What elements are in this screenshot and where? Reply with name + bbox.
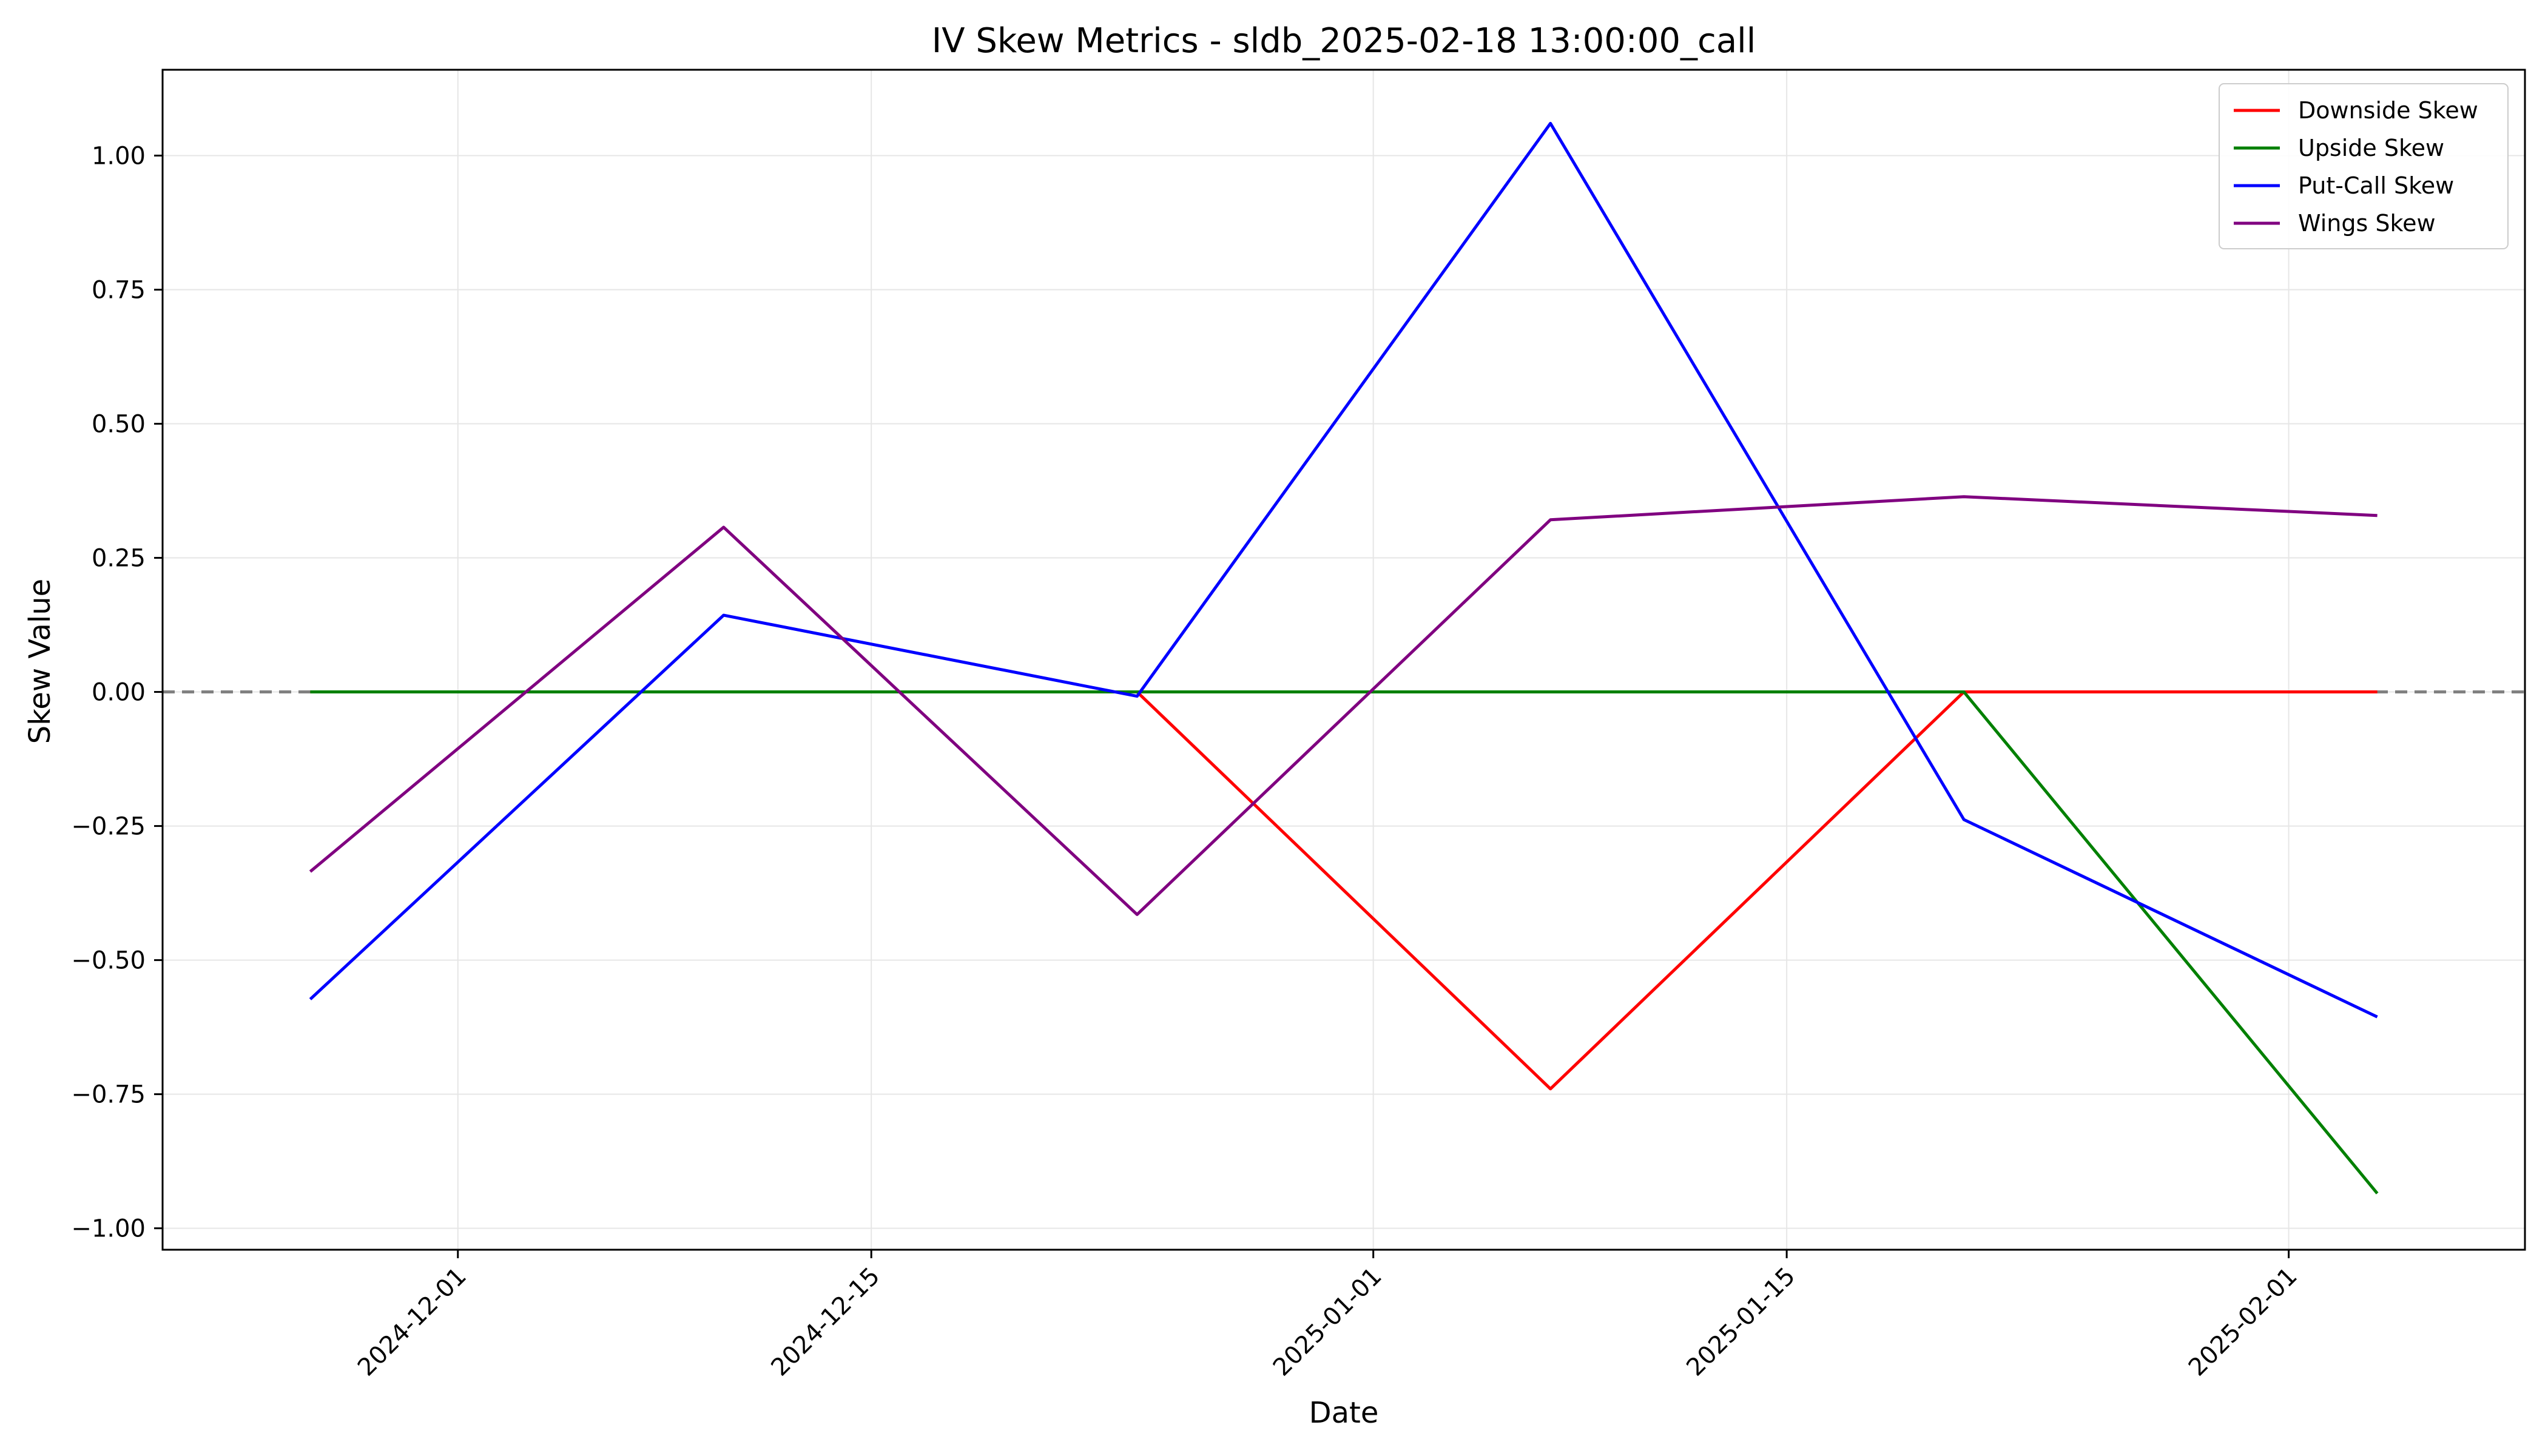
legend: Downside Skew Upside Skew Put-Call Skew Win… — [2219, 83, 2509, 249]
y-tick-label: 0.00 — [92, 679, 146, 707]
x-axis-label: Date — [1309, 1396, 1379, 1430]
series-group — [309, 121, 2379, 1195]
y-tick-label: 0.75 — [92, 276, 146, 304]
y-tick-label: −0.50 — [71, 947, 146, 975]
y-axis-label: Skew Value — [23, 579, 57, 744]
series-line-put-call-skew — [309, 121, 2378, 1019]
legend-label-put-call-skew: Put-Call Skew — [2298, 172, 2454, 199]
series-line-wings-skew — [309, 495, 2378, 916]
chart-title: IV Skew Metrics - sldb_2025-02-18 13:00:… — [932, 21, 1756, 61]
legend-label-downside-skew: Downside Skew — [2298, 97, 2478, 124]
y-tick-label: 1.00 — [92, 142, 146, 170]
y-tick-label: −0.25 — [71, 813, 146, 841]
y-tick-label: −1.00 — [71, 1215, 146, 1243]
plot-frame — [161, 69, 2526, 1251]
y-tick-label: 0.50 — [92, 411, 146, 439]
y-tick-label: 0.25 — [92, 545, 146, 573]
y-tick-label: −0.75 — [71, 1081, 146, 1109]
series-line-upside-skew — [310, 690, 2379, 1195]
legend-box — [2219, 83, 2509, 249]
legend-label-upside-skew: Upside Skew — [2298, 135, 2444, 161]
legend-label-wings-skew: Wings Skew — [2298, 210, 2436, 237]
y-axis: 1.00 0.75 0.50 0.25 0.00 −0.25 −0.50 −0.75 −1.00 — [71, 142, 163, 1243]
